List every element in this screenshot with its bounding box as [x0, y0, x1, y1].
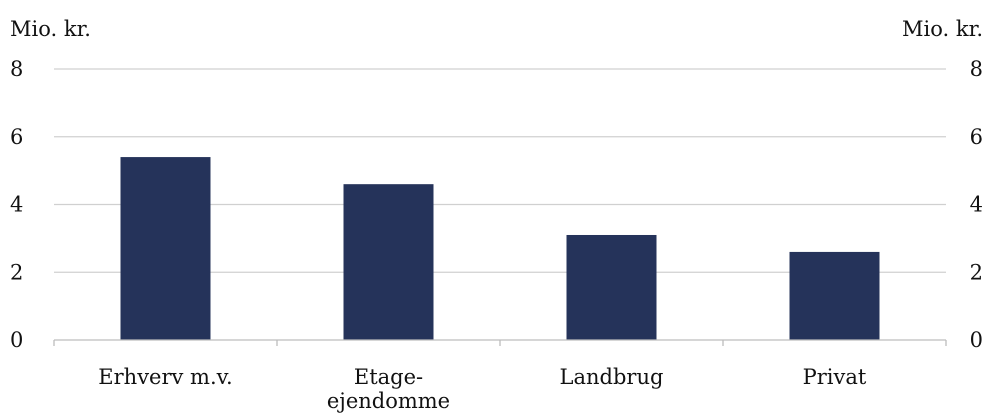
bar [566, 234, 657, 340]
y-tick-right: 6 [970, 125, 983, 149]
y-tick-right: 8 [970, 57, 983, 81]
category-label: Landbrug [560, 365, 664, 389]
y-tick-right: 4 [970, 193, 983, 217]
y-axis-label-right: Mio. kr. [902, 17, 983, 41]
y-axis-ticks-right: 0 2 4 6 8 [970, 57, 983, 352]
y-tick-left: 6 [10, 125, 23, 149]
bar [120, 157, 211, 340]
category-label: Etage-ejendomme [327, 365, 450, 413]
category-label: Privat [803, 365, 867, 389]
y-tick-left: 2 [10, 260, 23, 284]
y-tick-right: 2 [970, 260, 983, 284]
y-tick-left: 0 [10, 328, 23, 352]
bar [343, 184, 434, 340]
y-axis-label-left: Mio. kr. [10, 17, 91, 41]
category-label: Erhverv m.v. [98, 365, 232, 389]
y-tick-right: 0 [970, 328, 983, 352]
x-axis [53, 339, 947, 346]
y-axis-ticks-left: 0 2 4 6 8 [10, 57, 23, 352]
bar [789, 251, 880, 340]
category-labels: Erhverv m.v. Etage-ejendomme Landbrug Priva… [98, 365, 867, 413]
y-tick-left: 4 [10, 193, 23, 217]
bars [120, 157, 880, 340]
y-tick-left: 8 [10, 57, 23, 81]
